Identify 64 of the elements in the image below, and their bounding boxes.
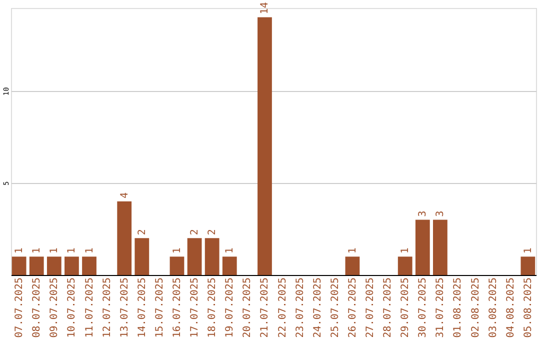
x-tick-label: 03.08.2025 bbox=[488, 278, 499, 338]
bar bbox=[433, 220, 448, 275]
x-tick-label: 02.08.2025 bbox=[470, 278, 482, 338]
x-tick-label: 04.08.2025 bbox=[505, 278, 516, 338]
data-label: 4 bbox=[119, 192, 130, 198]
bar bbox=[12, 256, 26, 275]
data-label: 1 bbox=[172, 248, 183, 254]
bar bbox=[170, 256, 184, 275]
x-tick-label: 08.07.2025 bbox=[32, 278, 43, 338]
bar bbox=[222, 256, 237, 275]
data-label: 1 bbox=[49, 248, 60, 254]
x-tick-label: 01.08.2025 bbox=[452, 278, 464, 338]
x-tick-label: 14.07.2025 bbox=[136, 278, 148, 338]
data-label: 1 bbox=[224, 248, 236, 254]
x-tick-label: 30.07.2025 bbox=[418, 278, 429, 338]
x-tick-label: 15.07.2025 bbox=[154, 278, 166, 338]
bar bbox=[64, 256, 79, 275]
bar bbox=[29, 256, 44, 275]
x-tick-label: 21.07.2025 bbox=[260, 278, 271, 338]
x-tick-label: 18.07.2025 bbox=[207, 278, 218, 338]
data-label: 1 bbox=[14, 248, 26, 254]
x-tick-label: 25.07.2025 bbox=[330, 278, 341, 338]
bar bbox=[258, 17, 272, 275]
x-tick-label: 05.08.2025 bbox=[522, 278, 534, 338]
x-tick-label: 12.07.2025 bbox=[102, 278, 113, 338]
x-tick-label: 23.07.2025 bbox=[294, 278, 306, 338]
bar bbox=[345, 256, 360, 275]
x-tick-label: 09.07.2025 bbox=[49, 278, 60, 338]
x-tick-label: 17.07.2025 bbox=[190, 278, 201, 338]
x-tick-label: 24.07.2025 bbox=[312, 278, 324, 338]
x-tick-label: 20.07.2025 bbox=[242, 278, 254, 338]
data-label: 1 bbox=[347, 248, 358, 254]
x-tick-label: 27.07.2025 bbox=[365, 278, 376, 338]
data-label: 3 bbox=[435, 210, 446, 217]
x-tick-label: 31.07.2025 bbox=[435, 278, 446, 338]
x-tick-label: 13.07.2025 bbox=[119, 278, 130, 338]
x-tick-label: 10.07.2025 bbox=[66, 278, 78, 338]
x-tick-label: 29.07.2025 bbox=[400, 278, 412, 338]
data-label: 1 bbox=[400, 248, 412, 254]
data-label: 2 bbox=[190, 229, 201, 236]
x-tick-label: 28.07.2025 bbox=[382, 278, 394, 338]
bar bbox=[134, 238, 150, 275]
x-tick-label: 07.07.2025 bbox=[14, 278, 26, 338]
data-label: 14 bbox=[260, 2, 271, 14]
bar bbox=[204, 238, 220, 275]
x-tick-label: 19.07.2025 bbox=[224, 278, 236, 338]
bar bbox=[520, 256, 536, 275]
data-label: 1 bbox=[522, 248, 534, 254]
x-tick-label: 16.07.2025 bbox=[172, 278, 183, 338]
data-label: 2 bbox=[136, 229, 148, 236]
bar bbox=[398, 256, 412, 275]
bar bbox=[46, 256, 62, 275]
data-label: 2 bbox=[207, 229, 218, 236]
data-label: 1 bbox=[84, 248, 96, 254]
data-label: 3 bbox=[418, 210, 429, 217]
bar bbox=[415, 220, 430, 275]
bar bbox=[187, 238, 202, 275]
x-tick-label: 26.07.2025 bbox=[347, 278, 358, 338]
x-tick-label: 22.07.2025 bbox=[277, 278, 288, 338]
x-tick-label: 11.07.2025 bbox=[84, 278, 96, 338]
bar bbox=[82, 256, 96, 275]
data-label: 1 bbox=[66, 248, 78, 254]
bar bbox=[117, 201, 132, 275]
data-label: 1 bbox=[32, 248, 43, 254]
